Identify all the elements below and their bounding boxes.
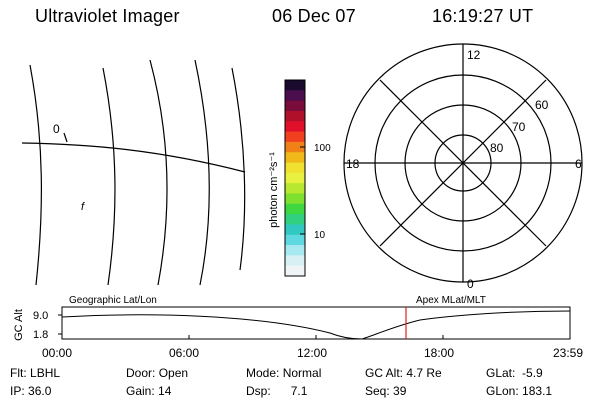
colorbar-swatch xyxy=(285,152,305,164)
colorbar-tick-100: 100 xyxy=(314,143,331,154)
status-flt: Flt: LBHL xyxy=(10,366,61,380)
timeline-xtick: 06:00 xyxy=(169,346,199,360)
colorbar-swatch xyxy=(285,183,305,194)
timeline-xtick: 23:59 xyxy=(553,346,583,360)
timeline-ylabel: GC Alt xyxy=(13,309,25,341)
meridian-line xyxy=(102,67,116,286)
colorbar-swatch xyxy=(285,172,305,184)
colorbar-swatch xyxy=(285,224,305,236)
colorbar-label: photon cm⁻²s⁻¹ xyxy=(268,152,280,228)
boundary-tick xyxy=(63,132,68,143)
status-glat: GLat: -5.9 xyxy=(486,366,543,380)
polar-lat-80: 80 xyxy=(490,141,504,155)
status-ip: IP: 36.0 xyxy=(10,384,52,398)
header-date: 06 Dec 07 xyxy=(272,6,356,26)
colorbar-tick-10: 10 xyxy=(314,230,326,241)
colorbar-swatch xyxy=(285,110,305,122)
colorbar-swatch xyxy=(285,214,305,225)
timeline-xtick: 12:00 xyxy=(297,346,327,360)
meridian-line xyxy=(231,67,246,271)
status-glon: GLon: 183.1 xyxy=(486,384,553,398)
status-gain: Gain: 14 xyxy=(126,384,172,398)
parallel-line xyxy=(21,142,246,173)
timeline-ytick-1.8: 1.8 xyxy=(33,329,48,341)
meridian-line xyxy=(29,64,42,286)
status-mode: Mode: Normal xyxy=(246,366,322,380)
status-gc-alt: GC Alt: 4.7 Re xyxy=(365,366,442,380)
altitude-curve xyxy=(61,310,571,340)
header-time: 16:19:27 UT xyxy=(432,6,534,26)
status-dsp: Dsp: 7.1 xyxy=(246,384,308,398)
timeline-xtick: 00:00 xyxy=(42,346,72,360)
polar-lat-70: 70 xyxy=(512,120,526,134)
timeline-left-caption: Geographic Lat/Lon xyxy=(69,295,157,306)
colorbar-swatch xyxy=(285,141,305,153)
polar-mlt-6: 6 xyxy=(575,157,582,171)
polar-mlt-12: 12 xyxy=(467,48,481,62)
colorbar-swatch xyxy=(285,131,305,143)
colorbar-swatch xyxy=(285,203,305,215)
header-title: Ultraviolet Imager xyxy=(35,6,180,26)
map-marker-0: 0 xyxy=(53,122,60,136)
timeline-ytick-9: 9.0 xyxy=(33,310,48,322)
colorbar-swatch xyxy=(285,90,305,102)
colorbar-swatch xyxy=(285,234,305,246)
colorbar-swatch xyxy=(285,265,305,277)
colorbar-swatch xyxy=(285,80,305,91)
timeline-xtick: 18:00 xyxy=(424,346,454,360)
polar-mlt-18: 18 xyxy=(346,157,360,171)
meridian-line xyxy=(194,59,210,286)
timeline-right-caption: Apex MLat/MLT xyxy=(416,295,486,306)
colorbar-swatch xyxy=(285,245,305,256)
colorbar-swatch xyxy=(285,100,305,112)
colorbar-swatch xyxy=(285,162,305,174)
status-door: Door: Open xyxy=(126,366,189,380)
map-marker-f: f xyxy=(81,201,85,213)
polar-mlt-0: 0 xyxy=(467,277,474,291)
colorbar-swatch xyxy=(285,121,305,133)
colorbar-swatch xyxy=(285,193,305,205)
colorbar-swatch xyxy=(285,255,305,267)
polar-lat-60: 60 xyxy=(535,98,549,112)
meridian-line xyxy=(149,59,168,286)
status-seq: Seq: 39 xyxy=(365,384,407,398)
